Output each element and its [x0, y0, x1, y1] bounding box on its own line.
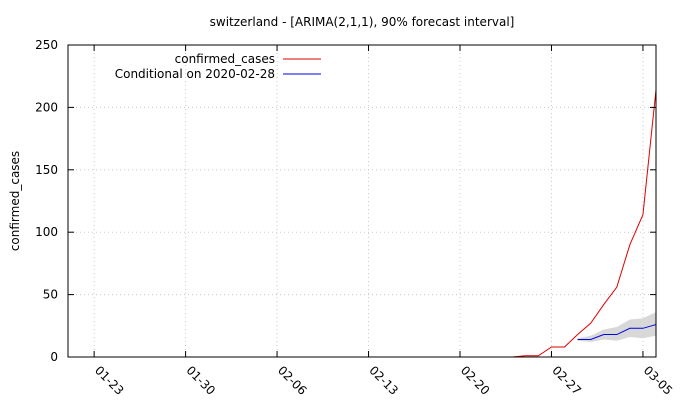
y-tick-label: 150	[35, 163, 58, 177]
series-line-2	[577, 324, 657, 341]
series-lines	[512, 89, 657, 358]
y-tick-label: 0	[50, 350, 58, 364]
x-tick-label: 03-05	[641, 363, 676, 398]
x-tick-label: 01-23	[92, 363, 127, 398]
legend-label-2: Conditional on 2020-02-28	[115, 67, 275, 81]
series-line-1	[512, 89, 657, 358]
x-axis-ticks: 01-23 01-30 02-06 02-13 02-20 02-27 03-05	[92, 45, 675, 398]
y-tick-label: 50	[43, 288, 58, 302]
forecast-interval-bands	[577, 312, 656, 343]
chart-title: switzerland - [ARIMA(2,1,1), 90% forecas…	[210, 15, 515, 29]
y-tick-label: 200	[35, 100, 58, 114]
x-tick-label: 01-30	[183, 363, 218, 398]
y-axis-label: confirmed_cases	[8, 151, 22, 251]
plot-area-frame	[67, 44, 657, 358]
x-tick-label: 02-20	[458, 363, 493, 398]
legend-label-1: confirmed_cases	[175, 52, 275, 66]
x-tick-label: 02-27	[549, 363, 584, 398]
y-tick-label: 250	[35, 38, 58, 52]
x-tick-label: 02-13	[366, 363, 401, 398]
forecast-interval-band	[577, 312, 656, 343]
y-axis-ticks: 0 50 100 150 200 250	[35, 38, 656, 364]
y-tick-label: 100	[35, 225, 58, 239]
grid	[68, 45, 656, 357]
x-tick-label: 02-06	[275, 363, 310, 398]
